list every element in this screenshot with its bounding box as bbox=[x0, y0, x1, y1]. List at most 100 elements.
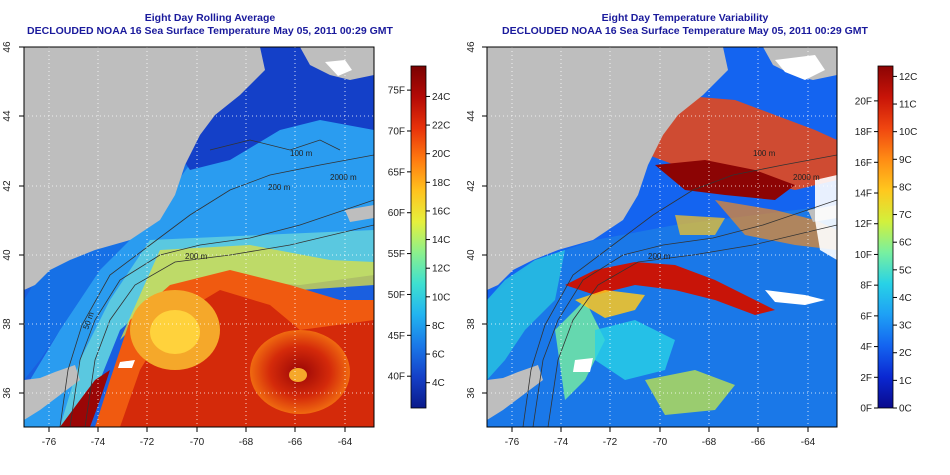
y-axis-ticks bbox=[19, 46, 24, 394]
x-tick-label: -74 bbox=[554, 437, 569, 448]
colorbar-left-label: 2F bbox=[860, 373, 872, 384]
variability-patch bbox=[595, 320, 675, 380]
x-tick-label: -64 bbox=[801, 437, 816, 448]
y-tick-label: 44 bbox=[2, 110, 13, 122]
colorbar-right-label: 24C bbox=[432, 92, 450, 103]
colorbar-right-label: 14C bbox=[432, 235, 450, 246]
map-frame bbox=[486, 46, 838, 428]
x-axis-ticks bbox=[511, 427, 809, 432]
colorbar-right-label: 3C bbox=[899, 321, 912, 332]
colorbar-left-label: 65F bbox=[388, 167, 405, 178]
contour-label: 100 m bbox=[290, 149, 313, 158]
x-tick-label: -66 bbox=[751, 437, 766, 448]
map-title-line2: DECLOUDED NOAA 16 Sea Surface Temperatur… bbox=[502, 25, 868, 37]
right-variability-field bbox=[487, 47, 837, 427]
x-tick-label: -64 bbox=[338, 437, 353, 448]
contour-label: 200 m bbox=[185, 252, 208, 261]
colorbar-left-label: 70F bbox=[388, 126, 405, 137]
warm-core-eddy-center bbox=[150, 310, 200, 354]
colorbar-right-label: 8C bbox=[432, 321, 445, 332]
x-axis-ticks bbox=[48, 427, 346, 432]
colorbar-right-label: 6C bbox=[899, 238, 912, 249]
bathymetry-contour-100m bbox=[59, 154, 374, 427]
x-tick-label: -68 bbox=[239, 437, 254, 448]
map-title-line1: Eight Day Rolling Average bbox=[144, 12, 276, 24]
bathymetry-contour-100m bbox=[522, 154, 837, 427]
left-map-panel: Eight Day Rolling Average DECLOUDED NOAA… bbox=[2, 12, 451, 448]
colorbar-right-label: 16C bbox=[432, 206, 450, 217]
colorbar-left-label: 16F bbox=[855, 158, 872, 169]
no-data-patch bbox=[118, 360, 135, 368]
colorbar-right-label: 5C bbox=[899, 265, 912, 276]
land-cape-hatteras bbox=[24, 365, 80, 420]
land-us-coast bbox=[487, 47, 728, 290]
gulf-stream-front-variability bbox=[565, 262, 775, 315]
lat-lon-grid bbox=[487, 47, 837, 427]
colorbar-right-label: 6C bbox=[432, 350, 445, 361]
colorbar-right-label: 20C bbox=[432, 149, 450, 160]
colorbar-ticks: 40F 45F 50F 55F 60F 65F 70F 75F 4C 6C 8C 10C 12C 14C 1… bbox=[388, 86, 451, 390]
slope-water bbox=[24, 110, 374, 427]
colorbar-right-label: 0C bbox=[899, 404, 912, 415]
contour-label: 2000 m bbox=[330, 173, 357, 182]
colorbar-left-label: 10F bbox=[855, 250, 872, 261]
land-us-coast bbox=[24, 47, 265, 290]
colorbar-left-label: 45F bbox=[388, 331, 405, 342]
colorbar-right-label: 12C bbox=[432, 264, 450, 275]
colorbar-left-label: 75F bbox=[388, 86, 405, 97]
colorbar-right-label: 10C bbox=[899, 127, 917, 138]
colorbar-left-label: 40F bbox=[388, 372, 405, 383]
contour-label: 200 m bbox=[268, 183, 291, 192]
y-tick-label: 36 bbox=[466, 387, 477, 399]
x-tick-label: -68 bbox=[702, 437, 717, 448]
map-title-line2: DECLOUDED NOAA 16 Sea Surface Temperatur… bbox=[27, 25, 393, 37]
colorbar-right-label: 4C bbox=[432, 378, 445, 389]
map-frame bbox=[23, 46, 375, 428]
y-axis-ticks bbox=[482, 46, 487, 394]
high-variability-core bbox=[655, 160, 795, 200]
x-tick-label: -70 bbox=[190, 437, 205, 448]
colorbar-left-label: 12F bbox=[855, 219, 872, 230]
colorbar-right-label: 9C bbox=[899, 155, 912, 166]
variability-patch bbox=[555, 300, 605, 400]
y-axis-labels: 36 38 40 42 44 46 bbox=[2, 41, 13, 399]
bathymetry-contour-2000m bbox=[547, 224, 837, 427]
colorbar-left-label: 6F bbox=[860, 311, 872, 322]
variability-patch bbox=[675, 215, 725, 235]
colorbar-left-label: 8F bbox=[860, 281, 872, 292]
colorbar-left-label: 14F bbox=[855, 189, 872, 200]
lat-lon-grid bbox=[24, 47, 374, 427]
x-axis-labels: -76 -74 -72 -70 -68 -66 -64 bbox=[505, 437, 816, 448]
y-tick-label: 46 bbox=[466, 41, 477, 53]
colorbar-right-label: 7C bbox=[899, 210, 912, 221]
contour-label: 100 m bbox=[753, 149, 776, 158]
contour-label: 2000 m bbox=[793, 173, 820, 182]
y-axis-labels: 36 38 40 42 44 46 bbox=[466, 41, 477, 399]
colorbar-right-label: 8C bbox=[899, 182, 912, 193]
x-tick-label: -72 bbox=[140, 437, 155, 448]
colorbar-left-label: 50F bbox=[388, 290, 405, 301]
colorbar-left-label: 60F bbox=[388, 208, 405, 219]
y-tick-label: 46 bbox=[2, 41, 13, 53]
map-title-line1: Eight Day Temperature Variability bbox=[601, 12, 769, 24]
y-tick-label: 42 bbox=[466, 180, 477, 192]
bathymetry-contour-2000m bbox=[84, 224, 374, 427]
y-tick-label: 44 bbox=[466, 110, 477, 122]
colorbar-left-label: 18F bbox=[855, 127, 872, 138]
x-tick-label: -74 bbox=[91, 437, 106, 448]
left-sst-field bbox=[24, 47, 374, 427]
colorbar-right-label: 12C bbox=[899, 72, 917, 83]
colorbar-right-label: 11C bbox=[899, 100, 917, 111]
high-variability-band bbox=[625, 95, 837, 190]
no-data-patch bbox=[775, 55, 825, 80]
y-tick-label: 42 bbox=[2, 180, 13, 192]
colorbar bbox=[877, 65, 894, 409]
x-tick-label: -76 bbox=[42, 437, 57, 448]
y-tick-label: 40 bbox=[2, 249, 13, 261]
x-tick-label: -66 bbox=[288, 437, 303, 448]
colorbar-left-label: 0F bbox=[860, 404, 872, 415]
colorbar-right-label: 4C bbox=[899, 293, 912, 304]
front-yellow bbox=[120, 245, 374, 340]
warm-ring-center bbox=[289, 368, 307, 382]
colorbar-right-label: 18C bbox=[432, 178, 450, 189]
